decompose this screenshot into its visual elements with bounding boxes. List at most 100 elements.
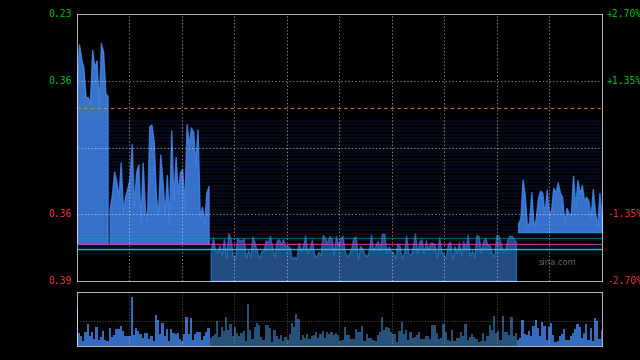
Bar <box>146 333 148 346</box>
Bar <box>218 337 221 346</box>
Bar <box>196 332 198 346</box>
Bar <box>456 338 458 346</box>
Bar <box>117 329 120 346</box>
Bar <box>497 332 499 346</box>
Bar <box>528 331 530 346</box>
Bar <box>530 336 532 346</box>
Bar <box>504 332 506 346</box>
Bar <box>229 324 232 346</box>
Bar <box>392 334 394 346</box>
Bar <box>577 324 579 346</box>
Bar <box>247 304 249 346</box>
Bar <box>453 342 456 346</box>
Bar <box>361 327 364 346</box>
Bar <box>280 335 282 346</box>
Bar <box>522 320 524 346</box>
Bar <box>451 330 453 346</box>
Bar <box>372 340 374 346</box>
Bar <box>484 341 486 346</box>
Bar <box>168 341 170 346</box>
Bar <box>526 335 528 346</box>
Bar <box>488 325 491 346</box>
Bar <box>102 331 104 346</box>
Bar <box>157 320 159 346</box>
Bar <box>383 330 385 346</box>
Text: 0.39: 0.39 <box>48 276 72 286</box>
Bar <box>137 330 140 346</box>
Bar <box>150 336 152 346</box>
Bar <box>313 335 315 346</box>
Bar <box>390 332 392 346</box>
Bar <box>499 339 502 346</box>
Bar <box>315 332 317 346</box>
Bar <box>460 332 462 346</box>
Bar <box>267 325 269 346</box>
Bar <box>192 339 195 346</box>
Bar <box>447 340 449 346</box>
Bar <box>221 327 223 346</box>
Bar <box>132 335 135 346</box>
Bar <box>144 333 146 346</box>
Bar <box>486 336 488 346</box>
Bar <box>557 341 559 346</box>
Bar <box>111 337 113 346</box>
Bar <box>434 325 436 346</box>
Bar <box>396 342 399 346</box>
Bar <box>124 336 126 346</box>
Bar <box>416 335 419 346</box>
Bar <box>353 339 355 346</box>
Bar <box>407 340 410 346</box>
Text: +1.35%: +1.35% <box>607 76 640 86</box>
Bar <box>159 334 161 346</box>
Bar <box>126 336 129 346</box>
Bar <box>304 338 307 346</box>
Bar <box>348 335 350 346</box>
Bar <box>594 318 596 346</box>
Bar <box>565 340 568 346</box>
Bar <box>427 336 429 346</box>
Bar <box>394 334 396 346</box>
Bar <box>317 338 319 346</box>
Bar <box>592 341 594 346</box>
Bar <box>534 320 537 346</box>
Bar <box>541 321 543 346</box>
Text: +2.70%: +2.70% <box>607 9 640 19</box>
Bar <box>89 337 91 346</box>
Bar <box>179 339 181 346</box>
Bar <box>195 334 196 346</box>
Bar <box>600 330 603 346</box>
Bar <box>131 297 132 346</box>
Bar <box>100 337 102 346</box>
Bar <box>570 336 572 346</box>
Bar <box>374 341 376 346</box>
Bar <box>308 339 310 346</box>
Bar <box>205 332 207 346</box>
Bar <box>302 335 304 346</box>
Bar <box>537 328 539 346</box>
Text: 0.36: 0.36 <box>48 76 72 86</box>
Bar <box>568 340 570 346</box>
Bar <box>559 336 561 346</box>
Bar <box>458 338 460 346</box>
Bar <box>473 337 476 346</box>
Bar <box>442 324 445 346</box>
Bar <box>524 334 526 346</box>
Bar <box>471 334 473 346</box>
Bar <box>364 341 365 346</box>
Bar <box>491 330 493 346</box>
Bar <box>300 340 302 346</box>
Bar <box>120 325 122 346</box>
Bar <box>106 341 109 346</box>
Bar <box>175 334 177 346</box>
Bar <box>260 337 262 346</box>
Bar <box>324 338 326 346</box>
Bar <box>84 332 86 346</box>
Bar <box>78 333 80 346</box>
Bar <box>273 330 276 346</box>
Bar <box>234 327 236 346</box>
Bar <box>91 332 93 346</box>
Bar <box>282 341 284 346</box>
Text: 0.23: 0.23 <box>48 9 72 19</box>
Bar <box>238 337 241 346</box>
Bar <box>385 328 387 346</box>
